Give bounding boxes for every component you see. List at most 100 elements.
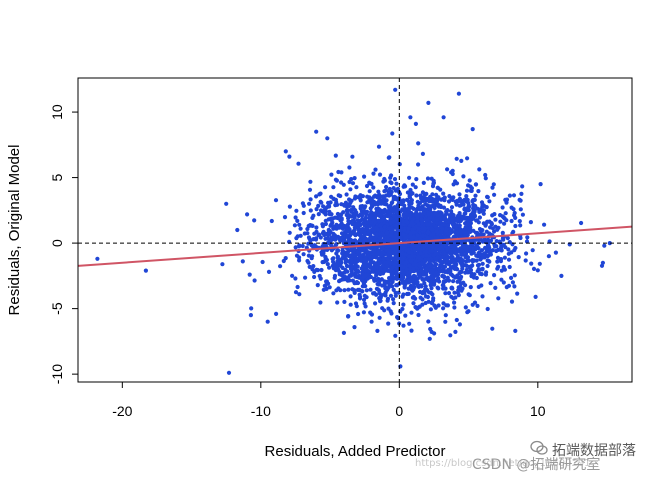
data-point: [433, 256, 438, 261]
data-point: [373, 214, 378, 219]
data-point: [479, 232, 484, 237]
data-point: [472, 209, 477, 214]
data-point: [300, 201, 305, 206]
data-point: [381, 179, 386, 184]
data-point: [401, 198, 406, 203]
data-point: [368, 206, 373, 211]
data-point: [485, 219, 490, 224]
data-point: [411, 217, 416, 222]
data-point: [484, 270, 489, 275]
data-point: [260, 259, 265, 265]
data-point: [372, 248, 377, 253]
data-point: [485, 254, 490, 259]
data-point: [480, 228, 485, 233]
watermark-top: 拓端数据部落: [552, 443, 636, 459]
data-point: [547, 239, 552, 244]
data-point: [363, 204, 368, 209]
data-point: [378, 294, 383, 300]
data-point: [333, 153, 338, 158]
data-point: [531, 266, 537, 271]
data-point: [372, 276, 377, 281]
data-point: [403, 184, 408, 189]
data-point: [362, 233, 367, 238]
data-point: [376, 277, 381, 282]
data-point: [308, 179, 313, 184]
data-point: [397, 244, 403, 249]
data-point: [502, 216, 507, 221]
data-point: [415, 233, 420, 238]
data-point: [458, 269, 463, 275]
data-point: [468, 285, 473, 290]
data-point: [473, 230, 479, 235]
data-point: [448, 231, 453, 236]
data-point: [472, 300, 478, 305]
data-point: [416, 162, 421, 167]
data-point: [389, 244, 394, 249]
data-point: [460, 214, 465, 220]
data-point: [301, 210, 306, 216]
data-point: [281, 258, 286, 264]
data-point: [456, 91, 461, 96]
data-point: [471, 202, 476, 207]
data-point: [607, 241, 612, 246]
data-point: [420, 190, 425, 195]
data-point: [452, 259, 458, 264]
data-point: [420, 291, 425, 296]
data-point: [546, 254, 552, 259]
data-point: [367, 189, 372, 194]
data-point: [335, 202, 340, 207]
data-point: [415, 199, 420, 204]
data-point: [485, 263, 490, 269]
data-point: [525, 235, 530, 240]
data-point: [499, 277, 504, 282]
data-point: [392, 177, 398, 182]
data-point: [429, 329, 434, 334]
data-point: [290, 273, 295, 278]
data-point: [353, 259, 358, 264]
data-point: [339, 221, 344, 226]
data-point: [459, 288, 464, 293]
data-point: [459, 158, 464, 163]
data-point: [312, 231, 317, 236]
data-point: [430, 244, 435, 249]
data-point: [418, 274, 423, 279]
data-point: [356, 232, 361, 237]
data-point: [363, 227, 368, 232]
data-point: [414, 177, 419, 182]
data-point: [407, 254, 412, 259]
data-point: [303, 275, 308, 280]
data-point: [421, 272, 426, 277]
data-point: [413, 121, 418, 126]
data-point: [393, 87, 398, 92]
data-point: [464, 188, 470, 193]
data-point: [409, 328, 414, 333]
data-point: [469, 186, 474, 191]
data-point: [407, 321, 412, 326]
data-point: [367, 214, 372, 219]
data-point: [407, 263, 412, 268]
data-point: [357, 250, 362, 255]
data-point: [439, 197, 444, 202]
data-point: [293, 276, 298, 281]
data-point: [224, 201, 229, 206]
data-point: [392, 205, 397, 210]
data-point: [442, 198, 447, 203]
data-point: [449, 286, 455, 291]
data-point: [388, 309, 393, 314]
data-point: [452, 300, 457, 305]
data-point: [411, 273, 417, 278]
data-point: [417, 264, 422, 269]
data-point: [356, 227, 361, 232]
data-point: [442, 234, 447, 239]
data-point: [481, 208, 486, 213]
data-point: [416, 141, 421, 146]
data-point: [382, 209, 387, 214]
data-point: [485, 238, 490, 243]
data-point: [503, 211, 508, 216]
data-point: [296, 161, 301, 166]
data-point: [450, 168, 455, 173]
data-point: [477, 215, 482, 220]
data-point: [338, 218, 343, 223]
data-point: [365, 209, 370, 214]
data-point: [321, 204, 326, 209]
